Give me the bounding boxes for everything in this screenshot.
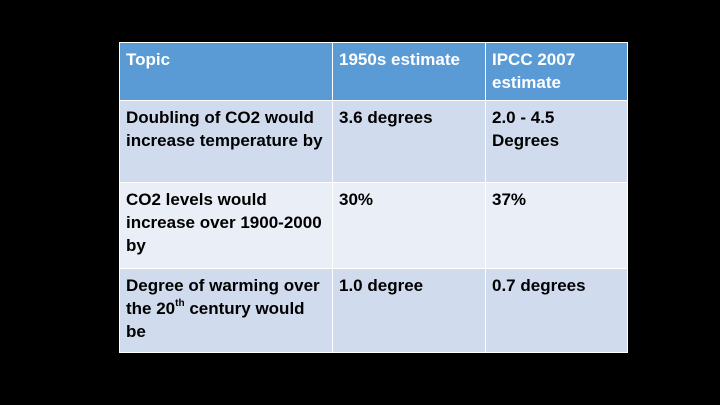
cell-1950s-estimate: 3.6 degrees	[332, 100, 486, 183]
table-row: Doubling of CO2 would increase temperatu…	[119, 100, 628, 183]
comparison-table: Topic 1950s estimate IPCC 2007 estimate …	[119, 42, 628, 353]
topic-text-before: Degree of warming over the 20	[126, 276, 320, 318]
cell-topic: CO2 levels would increase over 1900-2000…	[119, 182, 333, 269]
table-row: Degree of warming over the 20th century …	[119, 268, 628, 353]
header-ipcc-2007-estimate: IPCC 2007 estimate	[485, 42, 628, 101]
cell-topic: Doubling of CO2 would increase temperatu…	[119, 100, 333, 183]
cell-ipcc-2007-estimate: 37%	[485, 182, 628, 269]
header-topic: Topic	[119, 42, 333, 101]
topic-text-after: century would be	[126, 299, 305, 341]
table-row: CO2 levels would increase over 1900-2000…	[119, 182, 628, 269]
cell-1950s-estimate: 30%	[332, 182, 486, 269]
table-header-row: Topic 1950s estimate IPCC 2007 estimate	[119, 42, 628, 101]
cell-1950s-estimate: 1.0 degree	[332, 268, 486, 353]
cell-topic: Degree of warming over the 20th century …	[119, 268, 333, 353]
topic-superscript: th	[175, 298, 185, 310]
cell-ipcc-2007-estimate: 0.7 degrees	[485, 268, 628, 353]
header-1950s-estimate: 1950s estimate	[332, 42, 486, 101]
cell-ipcc-2007-estimate: 2.0 - 4.5 Degrees	[485, 100, 628, 183]
